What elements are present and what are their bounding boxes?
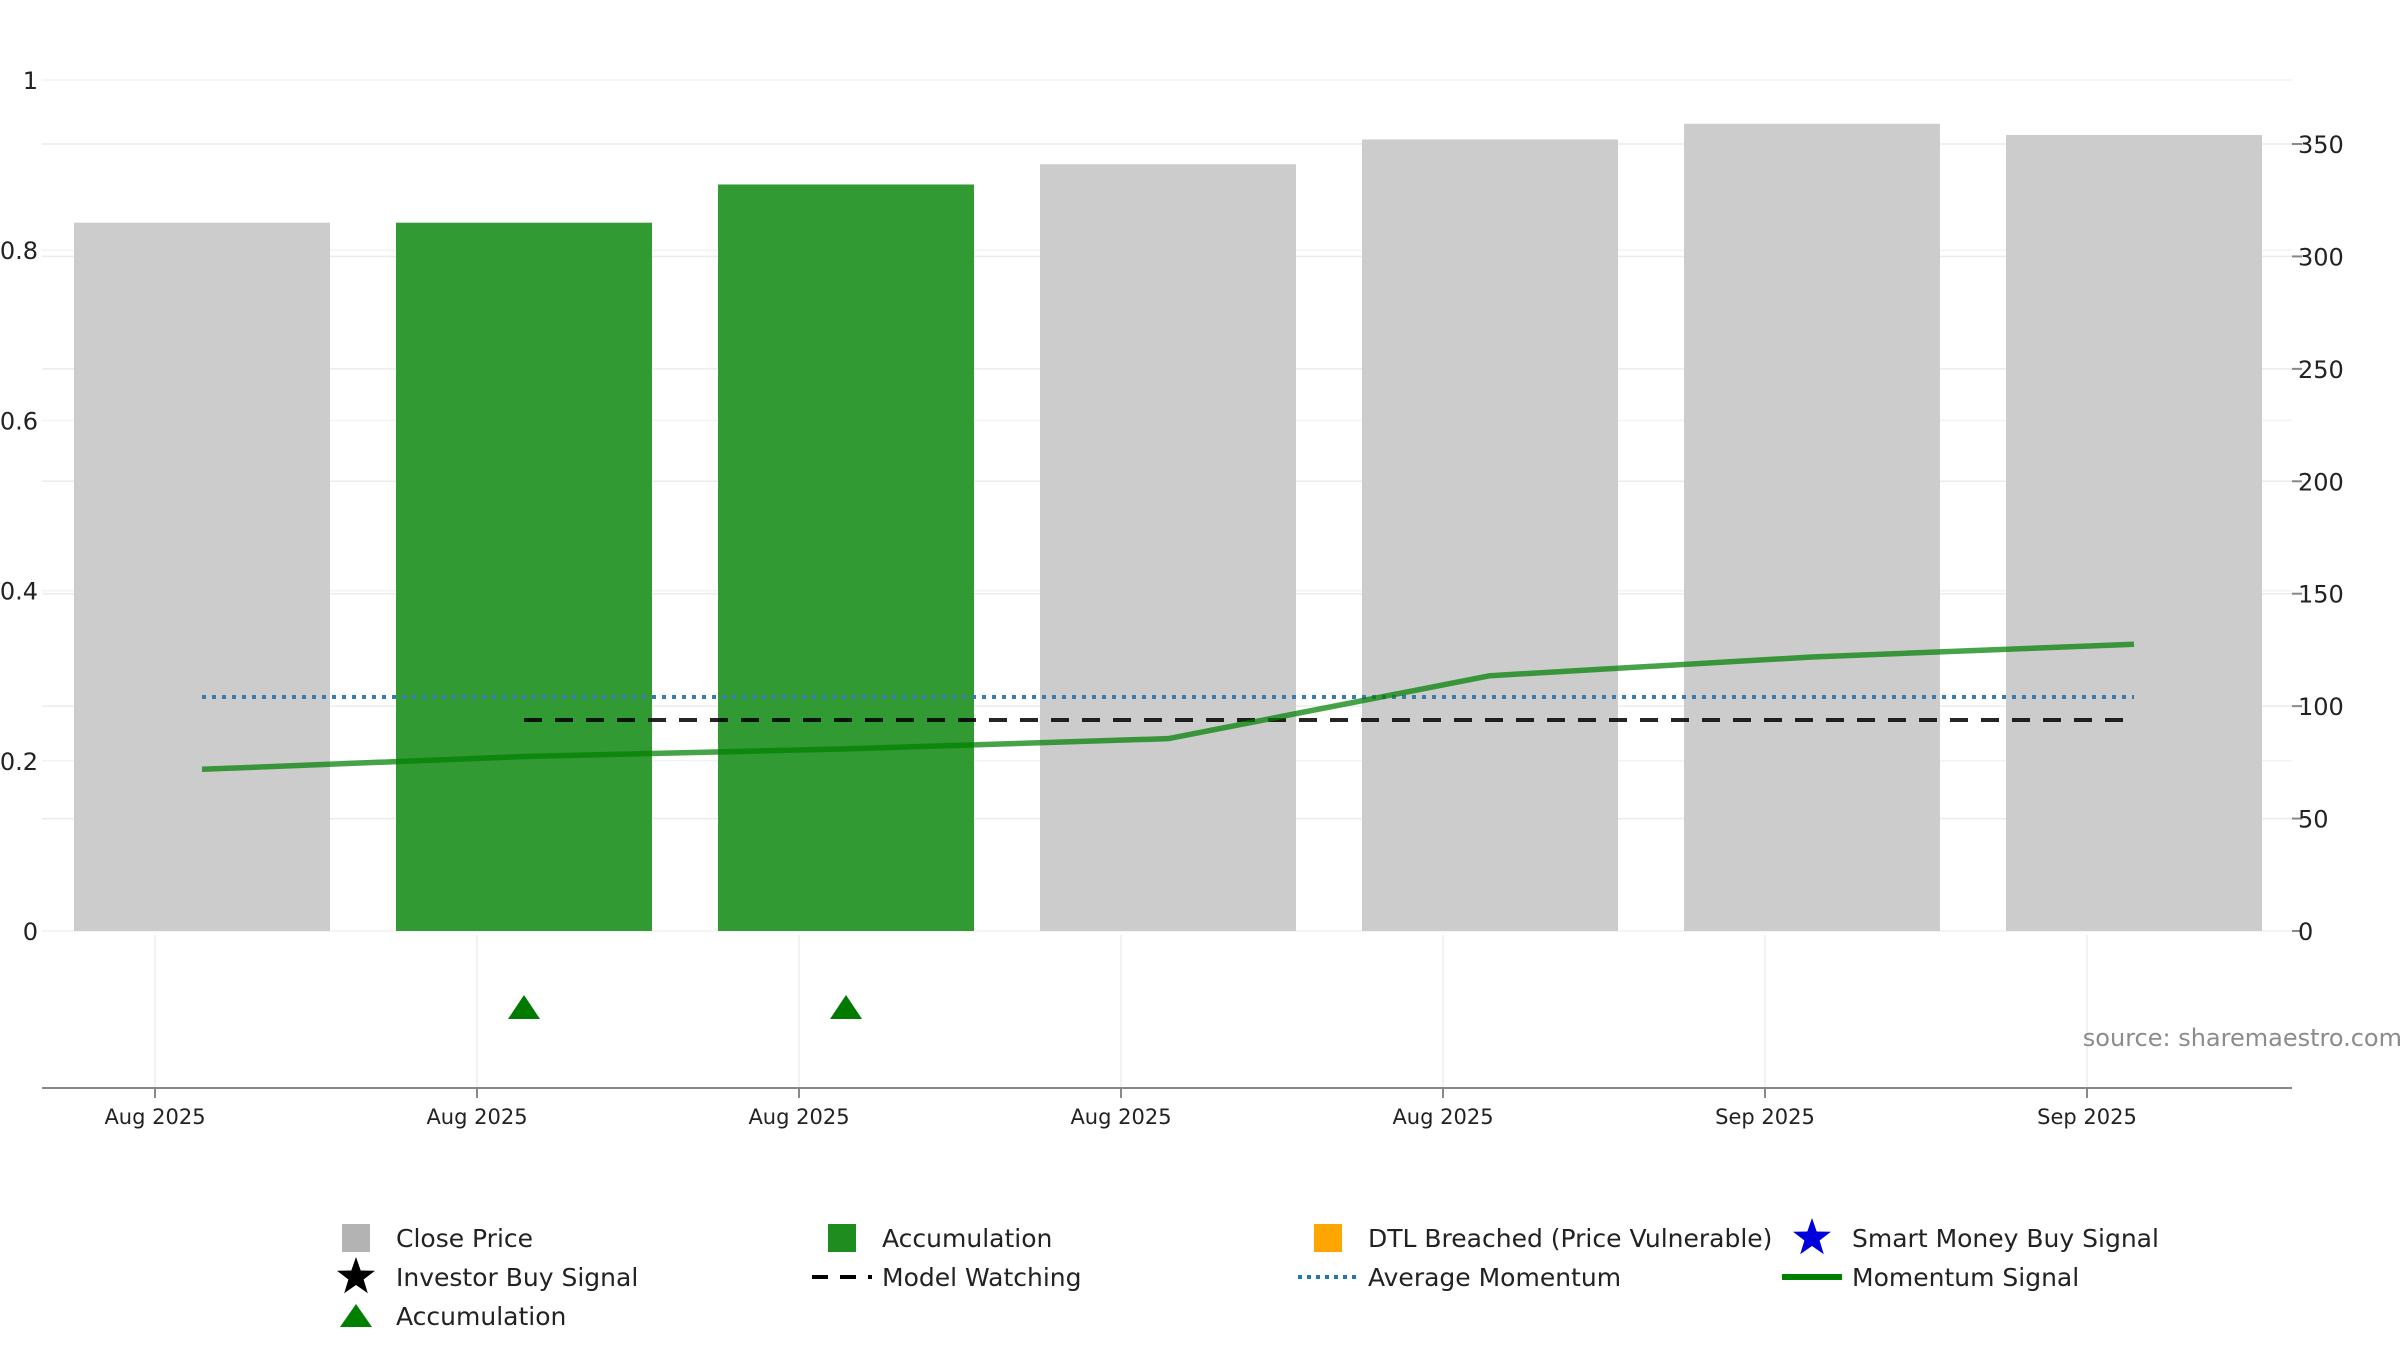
legend-item: Average Momentum [1298,1263,1621,1292]
axis-layer: Aug 2025 Aug 2025 Aug 2025 Aug 2025 Aug 2025… [0,67,2344,1129]
legend-item: Model Watching [812,1263,1082,1292]
legend-label: DTL Breached (Price Vulnerable) [1368,1224,1772,1253]
right-axis-label: 300 [2298,243,2344,271]
left-axis-label: 0 [23,918,38,946]
x-tick-label: Sep 2025 [2037,1105,2137,1129]
marker-layer [508,995,862,1019]
accumulation-marker [508,995,540,1019]
left-axis-label: 1 [23,67,38,95]
legend-label: Close Price [396,1224,533,1253]
legend-label: Investor Buy Signal [396,1263,638,1292]
x-tick-label: Aug 2025 [1392,1105,1493,1129]
left-axis-label: 0.4 [0,578,38,606]
legend-layer: Close Price Accumulation DTL Breached (Pri… [337,1218,2159,1331]
legend-swatch-square [1314,1224,1342,1252]
close-price-bar [1684,123,1940,931]
legend-item: Momentum Signal [1782,1263,2079,1292]
right-axis-label: 350 [2298,131,2344,159]
legend-item: Smart Money Buy Signal [1793,1218,2159,1255]
close-price-bar [1362,139,1618,931]
x-tick-label: Sep 2025 [1715,1105,1815,1129]
legend-swatch-square [828,1224,856,1252]
accumulation-bar [396,222,652,931]
legend-swatch-star [1793,1218,1831,1255]
legend-item: Investor Buy Signal [337,1257,638,1294]
line-layer [201,641,2135,773]
close-price-bar [2006,135,2262,931]
right-axis-label: 150 [2298,581,2344,609]
close-price-bar [1040,164,1296,932]
legend-swatch-triangle [340,1304,372,1327]
legend-label: Accumulation [882,1224,1052,1253]
x-tick-label: Aug 2025 [104,1105,205,1129]
x-tick-label: Aug 2025 [748,1105,849,1129]
x-tick-label: Aug 2025 [426,1105,527,1129]
left-axis-label: 0.8 [0,237,38,265]
right-axis-label: 100 [2298,693,2344,721]
accumulation-bar [718,184,974,931]
legend-swatch-square [342,1224,370,1252]
right-axis-label: 200 [2298,468,2344,496]
right-axis-label: 0 [2298,918,2313,946]
legend-label: Accumulation [396,1302,566,1331]
left-axis-label: 0.2 [0,748,38,776]
x-tick-label: Aug 2025 [1070,1105,1171,1129]
legend-item: Close Price [342,1224,533,1253]
legend-label: Momentum Signal [1852,1263,2079,1292]
close-price-bar [74,222,330,931]
legend-swatch-star [337,1257,375,1294]
legend-item: DTL Breached (Price Vulnerable) [1314,1224,1772,1253]
left-axis-label: 0.6 [0,407,38,435]
right-axis-label: 50 [2298,806,2329,834]
legend-label: Smart Money Buy Signal [1852,1224,2159,1253]
legend-label: Model Watching [882,1263,1082,1292]
accumulation-marker [830,995,862,1019]
right-axis-label: 250 [2298,356,2344,384]
source-label: source: sharemaestro.com [2083,1024,2400,1052]
momentum-signal-line [201,641,2135,773]
legend-label: Average Momentum [1368,1263,1621,1292]
bar-layer [74,123,2262,932]
legend-item: Accumulation [340,1302,566,1331]
legend-item: Accumulation [828,1224,1052,1253]
